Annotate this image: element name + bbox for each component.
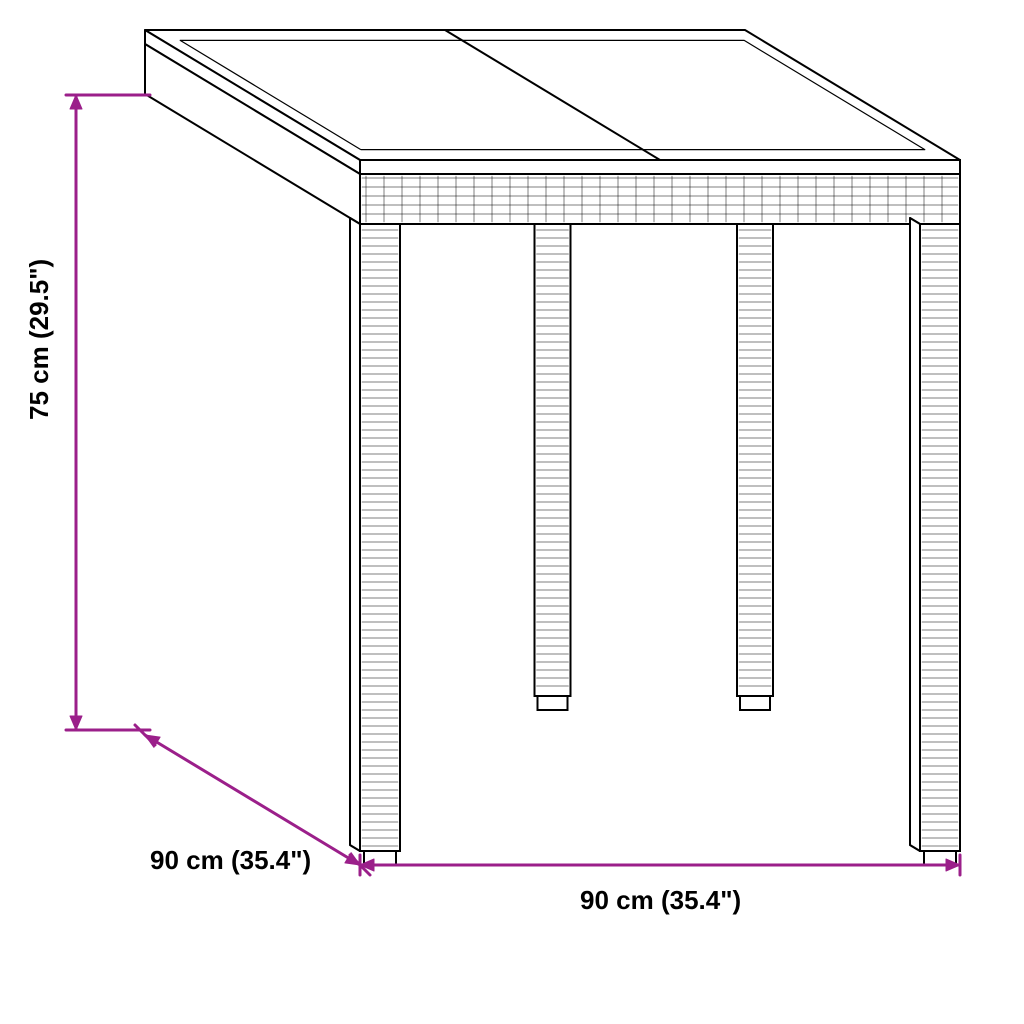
dimension-depth-label: 90 cm (35.4") <box>150 845 311 876</box>
dimension-height-label: 75 cm (29.5") <box>24 259 55 420</box>
dimension-width-label: 90 cm (35.4") <box>580 885 741 916</box>
